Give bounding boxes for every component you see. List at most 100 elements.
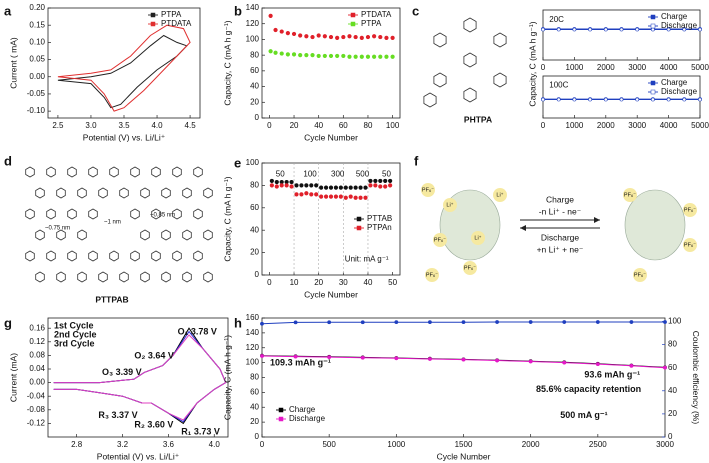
data-point: [298, 33, 303, 38]
benzene-ring: [161, 187, 171, 199]
data-point: [572, 97, 577, 102]
x-tick-label: 10: [290, 278, 299, 287]
data-point: [368, 178, 373, 184]
y2-tick-label: 40: [668, 386, 677, 395]
data-point: [363, 195, 368, 200]
annotation: O₃ 3.39 V: [102, 367, 142, 377]
legend-label: PTPA: [161, 10, 182, 19]
ion-label: PF₆⁻: [624, 192, 636, 198]
annotation: 85.6% capacity retention: [536, 384, 641, 394]
benzene-ring: [98, 271, 108, 283]
data-point: [682, 27, 687, 32]
data-point: [343, 195, 348, 200]
x-tick-label: 1000: [387, 440, 405, 449]
data-point: [333, 194, 339, 199]
x-tick-label: 1000: [566, 63, 584, 72]
benzene-ring: [433, 72, 447, 88]
data-point: [274, 179, 279, 185]
data-point: [495, 358, 499, 363]
data-point: [328, 34, 334, 40]
benzene-ring: [463, 87, 477, 103]
data-point: [269, 178, 274, 184]
legend-marker: [650, 23, 656, 29]
data-point: [635, 97, 640, 102]
ion-label: PF₆⁻: [464, 265, 476, 271]
y-tick-label: 100: [246, 35, 260, 44]
benzene-ring: [203, 271, 213, 283]
ion-bubble: [425, 268, 439, 282]
panel-label: b: [234, 3, 242, 18]
annotation: 100: [303, 169, 317, 178]
data-point: [294, 192, 299, 197]
data-point: [273, 50, 278, 55]
benzene-ring: [67, 250, 77, 262]
legend-marker: [650, 89, 656, 95]
data-point: [619, 27, 624, 32]
benzene-ring: [172, 208, 182, 220]
data-point: [388, 183, 393, 188]
ion-label: PF₆⁻: [422, 187, 434, 193]
x-tick-label: 4.5: [185, 121, 197, 130]
data-point: [682, 97, 687, 102]
annotation: 109.3 mAh g⁻¹: [270, 358, 331, 368]
annotation: 500: [356, 169, 370, 178]
x-tick-label: 60: [339, 121, 348, 130]
data-point: [383, 184, 388, 189]
benzene-ring: [119, 187, 129, 199]
data-point: [556, 27, 561, 32]
data-point: [383, 178, 388, 184]
data-point: [372, 54, 377, 59]
y-tick-label: -0.04: [27, 391, 46, 400]
legend-label: 3rd Cycle: [54, 338, 95, 348]
x-tick-label: 4000: [660, 121, 678, 130]
benzene-ring: [130, 250, 140, 262]
data-point: [285, 31, 290, 36]
data-point: [291, 31, 297, 37]
benzene-ring: [151, 166, 161, 178]
ion-bubble: [683, 238, 697, 252]
reaction-label: -n Li⁺ - ne⁻: [539, 206, 582, 216]
benzene-ring: [77, 271, 87, 283]
benzene-ring: [193, 250, 203, 262]
data-point: [353, 195, 358, 200]
data-point: [353, 34, 358, 40]
benzene-ring: [130, 208, 140, 220]
legend-marker: [650, 14, 656, 20]
x-tick-label: 0: [541, 121, 546, 130]
y-tick-label: 0.04: [29, 364, 45, 373]
y-tick-label: 60: [250, 203, 259, 212]
data-point: [291, 52, 297, 57]
x-tick-label: 2500: [589, 440, 607, 449]
data-point: [378, 54, 383, 59]
y-tick-label: 100: [246, 358, 260, 367]
data-point: [390, 35, 395, 40]
data-point: [666, 27, 671, 32]
data-point: [293, 354, 298, 359]
ion-bubble: [633, 268, 647, 282]
data-point: [528, 359, 533, 364]
reaction-label: Discharge: [541, 232, 580, 242]
data-point: [603, 97, 608, 102]
data-point: [304, 34, 309, 39]
data-point: [269, 183, 274, 188]
ion-label: Li⁺: [496, 191, 503, 198]
y-tick-label: 0.12: [29, 337, 45, 346]
x-tick-label: 500: [322, 440, 336, 449]
molecule: [624, 189, 686, 261]
data-point: [327, 355, 332, 360]
y-tick-label: 0.20: [29, 3, 45, 12]
data-point: [384, 35, 389, 40]
data-point: [461, 357, 466, 362]
benzene-ring: [67, 166, 77, 178]
annotation: 50: [382, 169, 391, 178]
data-point: [698, 97, 702, 102]
ion-label: PF₆⁻: [634, 272, 646, 278]
data-point: [299, 183, 304, 188]
data-point: [663, 320, 667, 324]
data-point: [368, 183, 373, 188]
x-tick-label: 5000: [691, 63, 709, 72]
y-tick-label: 0.15: [29, 20, 45, 29]
data-point: [495, 320, 499, 324]
y2-axis-label: Coulombic efficiency (%): [691, 331, 701, 425]
data-point: [562, 360, 567, 365]
